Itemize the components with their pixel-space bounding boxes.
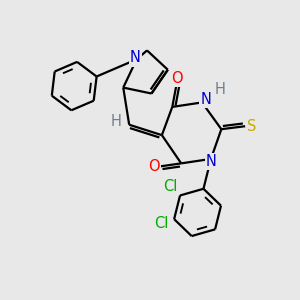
Text: O: O xyxy=(171,70,183,86)
Text: S: S xyxy=(247,119,256,134)
Text: N: N xyxy=(130,50,141,65)
Text: N: N xyxy=(206,154,217,169)
Text: Cl: Cl xyxy=(163,178,178,194)
Text: H: H xyxy=(214,82,225,98)
Text: H: H xyxy=(110,114,121,129)
Text: Cl: Cl xyxy=(154,216,169,231)
Text: N: N xyxy=(200,92,211,107)
Text: O: O xyxy=(148,159,160,174)
